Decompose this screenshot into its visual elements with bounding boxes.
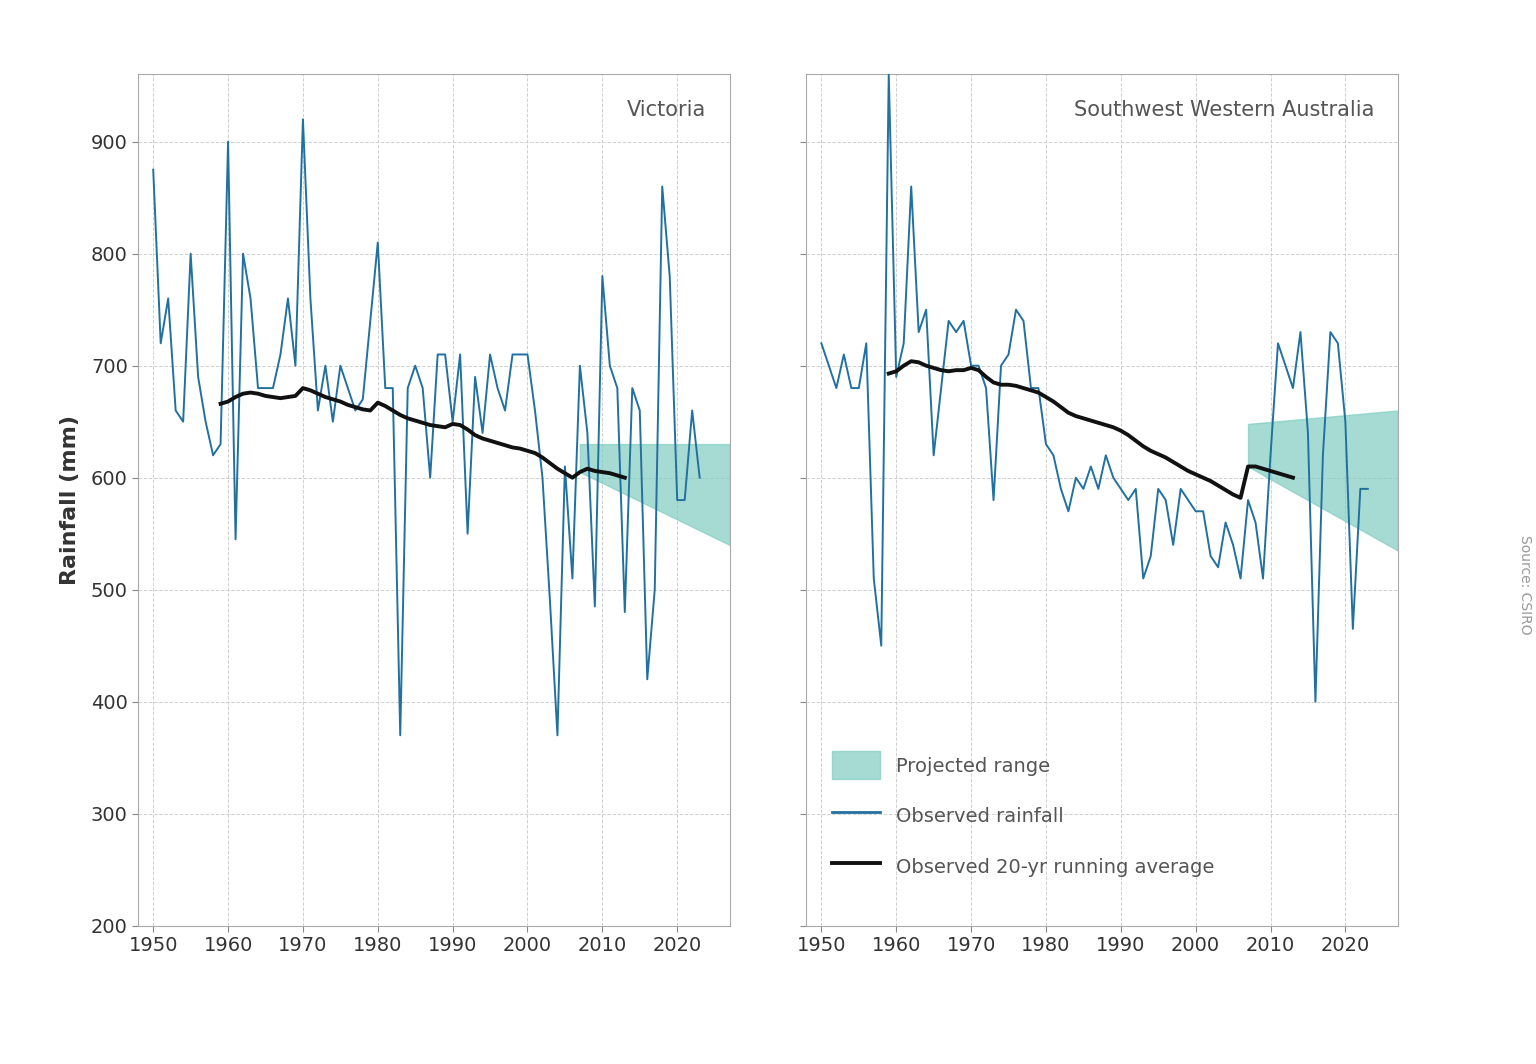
Text: Victoria: Victoria (627, 100, 707, 120)
Y-axis label: Rainfall (mm): Rainfall (mm) (60, 415, 80, 585)
Legend: Projected range, Observed rainfall, Observed 20-yr running average: Projected range, Observed rainfall, Obse… (822, 742, 1224, 891)
Text: Southwest Western Australia: Southwest Western Australia (1074, 100, 1375, 120)
Text: Source: CSIRO: Source: CSIRO (1518, 535, 1533, 635)
